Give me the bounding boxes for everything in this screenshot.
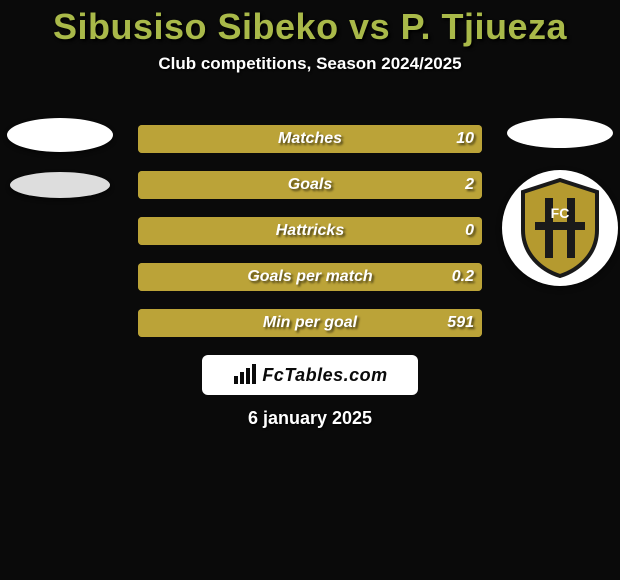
stat-value-right: 2 bbox=[465, 171, 474, 199]
branding-text: FcTables.com bbox=[262, 365, 387, 386]
left-player-column bbox=[0, 118, 120, 198]
stat-value-right: 0 bbox=[465, 217, 474, 245]
stat-row-hattricks: Hattricks0 bbox=[138, 217, 482, 245]
stat-row-matches: Matches10 bbox=[138, 125, 482, 153]
shield-icon: FC bbox=[515, 178, 605, 278]
stat-row-min-per-goal: Min per goal591 bbox=[138, 309, 482, 337]
branding-badge[interactable]: FcTables.com bbox=[202, 355, 418, 395]
generated-date: 6 january 2025 bbox=[0, 408, 620, 429]
bar-chart-icon bbox=[232, 364, 258, 386]
page-subtitle: Club competitions, Season 2024/2025 bbox=[0, 54, 620, 74]
player-left-avatar bbox=[7, 118, 113, 152]
stat-label: Min per goal bbox=[138, 309, 482, 337]
player-left-club-placeholder bbox=[10, 172, 110, 198]
right-player-column: FC bbox=[500, 118, 620, 286]
svg-text:FC: FC bbox=[551, 205, 570, 221]
stat-value-right: 591 bbox=[447, 309, 474, 337]
club-crest: FC bbox=[502, 170, 618, 286]
stat-row-goals: Goals2 bbox=[138, 171, 482, 199]
stat-label: Goals bbox=[138, 171, 482, 199]
stat-value-right: 0.2 bbox=[452, 263, 474, 291]
stat-row-goals-per-match: Goals per match0.2 bbox=[138, 263, 482, 291]
player-right-avatar bbox=[507, 118, 613, 148]
stat-value-right: 10 bbox=[456, 125, 474, 153]
page-title: Sibusiso Sibeko vs P. Tjiueza bbox=[0, 0, 620, 48]
stat-label: Goals per match bbox=[138, 263, 482, 291]
stat-label: Matches bbox=[138, 125, 482, 153]
comparison-card: Sibusiso Sibeko vs P. Tjiueza Club compe… bbox=[0, 0, 620, 580]
stat-label: Hattricks bbox=[138, 217, 482, 245]
stats-bars: Matches10 Goals2 Hattricks0 Goals per match… bbox=[138, 125, 482, 355]
